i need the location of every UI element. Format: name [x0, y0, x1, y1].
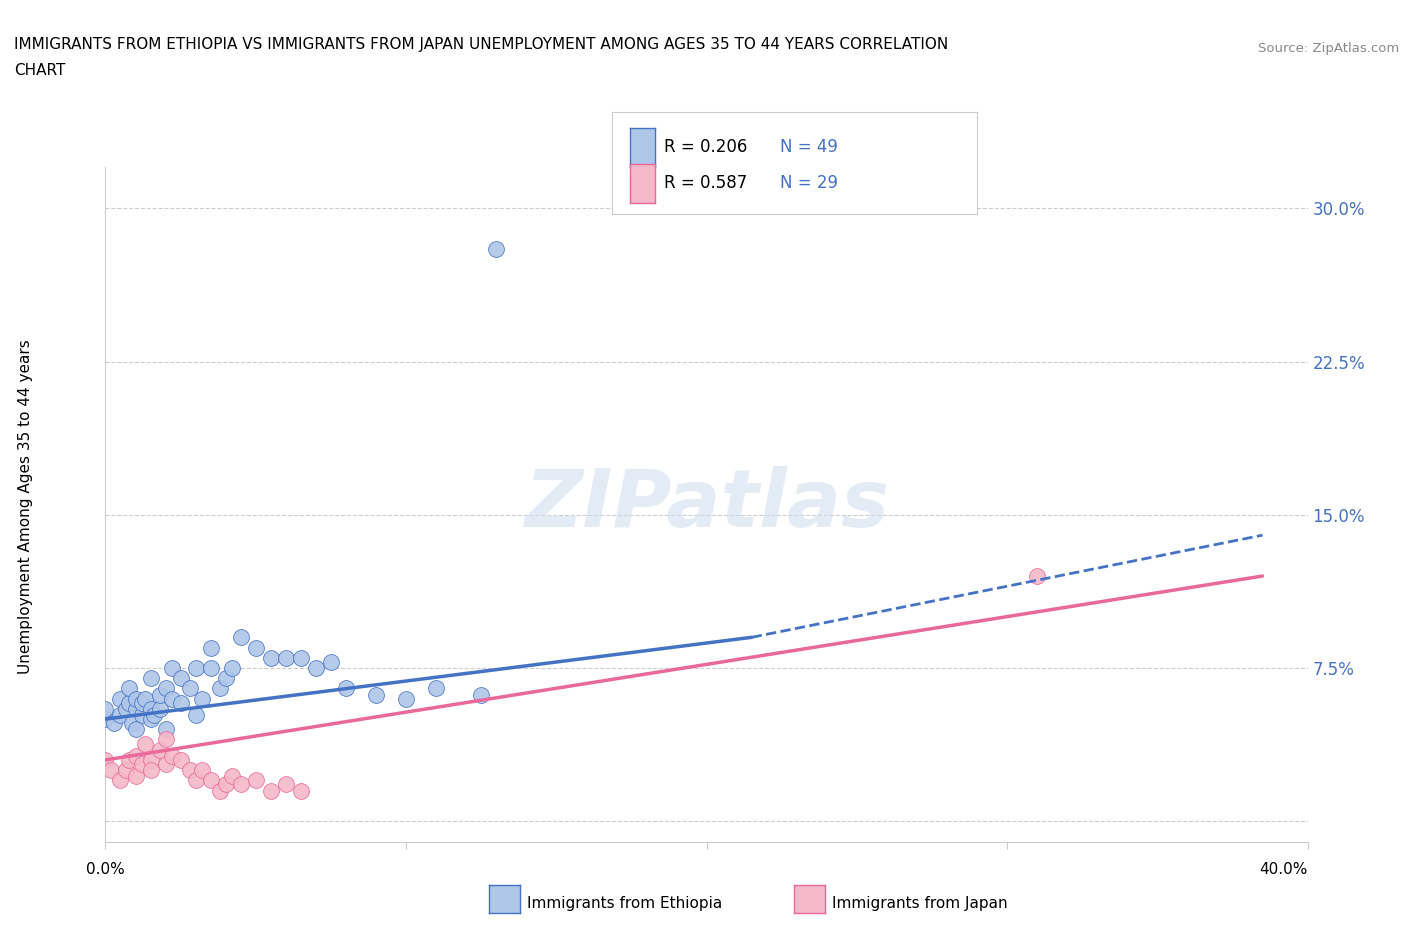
Point [139, 711, 162, 726]
Text: ZIPatlas: ZIPatlas [524, 466, 889, 543]
Point [148, 742, 170, 757]
Point [200, 660, 222, 675]
Point [155, 722, 177, 737]
Point [274, 777, 297, 791]
Point [184, 708, 207, 723]
Point [103, 716, 125, 731]
Point [184, 773, 207, 788]
Text: N = 49: N = 49 [780, 138, 838, 156]
Point [155, 757, 177, 772]
Point [221, 660, 243, 675]
Point [124, 691, 146, 706]
Point [221, 769, 243, 784]
Point [214, 777, 236, 791]
Point [169, 671, 191, 685]
Point [160, 660, 183, 675]
Point [110, 773, 132, 788]
Text: Source: ZipAtlas.com: Source: ZipAtlas.com [1258, 42, 1399, 55]
Point [100, 763, 122, 777]
Point [179, 763, 201, 777]
Point [160, 691, 183, 706]
Point [115, 701, 138, 716]
Point [110, 691, 132, 706]
Text: 40.0%: 40.0% [1260, 862, 1308, 877]
Point [200, 640, 222, 655]
Point [470, 687, 492, 702]
Point [118, 752, 141, 767]
Point [139, 671, 162, 685]
Point [134, 737, 156, 751]
Point [364, 687, 387, 702]
Point [139, 763, 162, 777]
Point [290, 783, 312, 798]
Point [245, 773, 267, 788]
Point [245, 640, 267, 655]
Text: R = 0.206: R = 0.206 [664, 138, 747, 156]
Point [134, 691, 156, 706]
Point [124, 749, 146, 764]
Point [94, 711, 117, 726]
Point [290, 650, 312, 665]
Point [94, 701, 117, 716]
Point [131, 696, 153, 711]
Text: Immigrants from Japan: Immigrants from Japan [832, 897, 1008, 911]
Point [208, 783, 231, 798]
Point [305, 660, 328, 675]
Text: R = 0.587: R = 0.587 [664, 174, 747, 193]
Point [118, 681, 141, 696]
Point [214, 671, 236, 685]
Text: N = 29: N = 29 [780, 174, 838, 193]
Point [485, 242, 508, 257]
Point [229, 777, 252, 791]
Point [274, 650, 297, 665]
Point [179, 681, 201, 696]
Point [169, 696, 191, 711]
Text: 0.0%: 0.0% [86, 862, 125, 877]
Point [110, 708, 132, 723]
Point [124, 769, 146, 784]
Point [190, 763, 212, 777]
Point [260, 783, 283, 798]
Point [155, 732, 177, 747]
Point [335, 681, 357, 696]
Point [395, 691, 418, 706]
Point [160, 749, 183, 764]
Text: Unemployment Among Ages 35 to 44 years: Unemployment Among Ages 35 to 44 years [18, 339, 32, 674]
Point [200, 773, 222, 788]
Point [124, 701, 146, 716]
Point [131, 708, 153, 723]
Point [425, 681, 447, 696]
Point [148, 687, 170, 702]
Point [319, 655, 342, 670]
Point [184, 660, 207, 675]
Point [208, 681, 231, 696]
Point [169, 752, 191, 767]
Point [139, 752, 162, 767]
Point [148, 701, 170, 716]
Point [1026, 568, 1049, 583]
Point [115, 763, 138, 777]
Point [190, 691, 212, 706]
Text: Immigrants from Ethiopia: Immigrants from Ethiopia [527, 897, 723, 911]
Point [260, 650, 283, 665]
Text: CHART: CHART [14, 63, 66, 78]
Text: IMMIGRANTS FROM ETHIOPIA VS IMMIGRANTS FROM JAPAN UNEMPLOYMENT AMONG AGES 35 TO : IMMIGRANTS FROM ETHIOPIA VS IMMIGRANTS F… [14, 37, 948, 52]
Point [229, 630, 252, 644]
Point [94, 752, 117, 767]
Point [155, 681, 177, 696]
Point [142, 708, 165, 723]
Point [118, 696, 141, 711]
Point [124, 722, 146, 737]
Point [131, 757, 153, 772]
Point [139, 701, 162, 716]
Point [121, 716, 143, 731]
